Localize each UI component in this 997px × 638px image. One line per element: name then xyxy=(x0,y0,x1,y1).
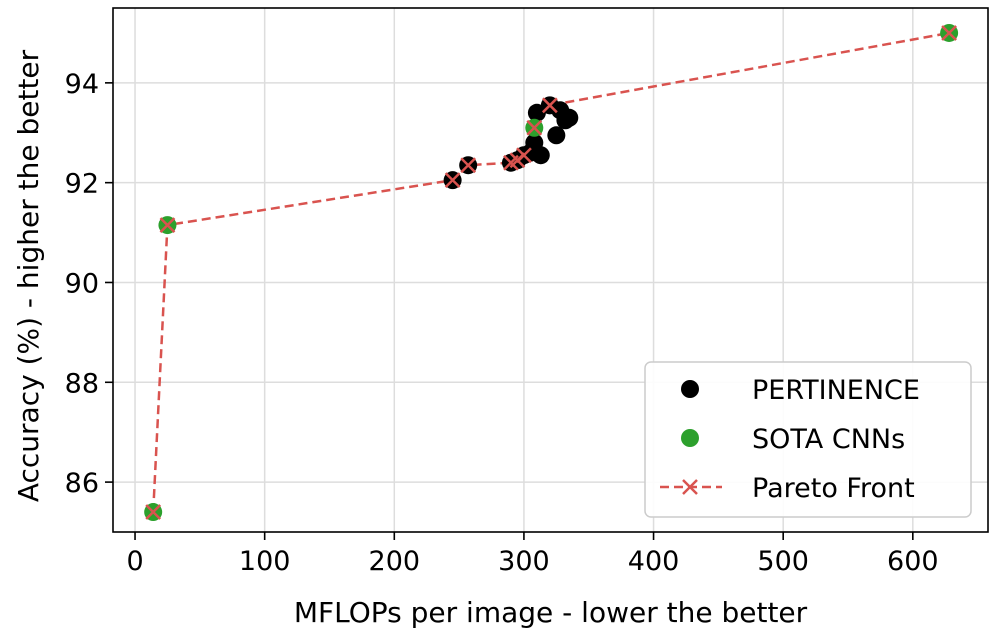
pertinence-point xyxy=(531,146,550,165)
pareto-x-stroke xyxy=(682,479,698,495)
pareto-front-marker xyxy=(460,157,477,174)
y-tick-label: 90 xyxy=(65,268,99,299)
y-tick-label: 92 xyxy=(65,169,99,200)
x-tick-label: 100 xyxy=(239,546,291,577)
pareto-x-stroke xyxy=(460,157,477,174)
x-tick-label: 0 xyxy=(126,546,143,577)
y-axis-label: Accuracy (%) - higher the better xyxy=(12,49,45,502)
x-axis-label: MFLOPs per image - lower the better xyxy=(294,596,808,629)
legend-box xyxy=(644,361,972,518)
legend-label-sota-cnns: SOTA CNNs xyxy=(752,424,905,455)
legend-label-pertinence: PERTINENCE xyxy=(752,375,920,406)
legend-marker-pareto-front xyxy=(682,479,698,495)
pareto-x-stroke xyxy=(145,504,162,520)
pareto-front-marker xyxy=(145,504,162,520)
pareto-x-stroke xyxy=(444,172,461,189)
pareto-front-marker xyxy=(444,172,461,189)
pareto-front-marker xyxy=(526,119,543,136)
pareto-front-marker xyxy=(516,147,532,164)
y-tick-label: 94 xyxy=(65,69,99,100)
pareto-markers-layer xyxy=(145,25,957,520)
pareto-front-marker xyxy=(159,217,176,233)
pareto-x-stroke xyxy=(941,25,957,41)
legend-marker-sota-cnns xyxy=(681,429,699,447)
pareto-x-stroke xyxy=(159,217,176,233)
pareto-x-stroke xyxy=(516,147,532,164)
y-tick-label: 86 xyxy=(65,468,99,499)
pareto-x-stroke xyxy=(541,97,558,114)
pertinence-point xyxy=(560,108,579,127)
x-axis-ticks: 0 100 200 300 400 500 600 xyxy=(126,532,939,577)
x-tick-label: 300 xyxy=(498,546,550,577)
y-tick-label: 88 xyxy=(65,368,99,399)
x-tick-label: 600 xyxy=(887,546,939,577)
y-axis-ticks: 86 88 90 92 94 xyxy=(65,69,113,499)
pareto-front-marker xyxy=(941,25,957,41)
legend-x-mark xyxy=(682,479,698,495)
pareto-x-stroke xyxy=(526,119,543,136)
x-tick-label: 200 xyxy=(369,546,421,577)
x-tick-label: 500 xyxy=(757,546,809,577)
legend-marker-pertinence xyxy=(681,380,699,398)
pareto-front-marker xyxy=(541,97,558,114)
x-tick-label: 400 xyxy=(628,546,680,577)
legend: PERTINENCE SOTA CNNs Pareto Front xyxy=(644,361,972,518)
pertinence-point xyxy=(547,126,566,145)
plot-area-frame xyxy=(112,7,989,533)
legend-label-pareto-front: Pareto Front xyxy=(752,473,915,504)
